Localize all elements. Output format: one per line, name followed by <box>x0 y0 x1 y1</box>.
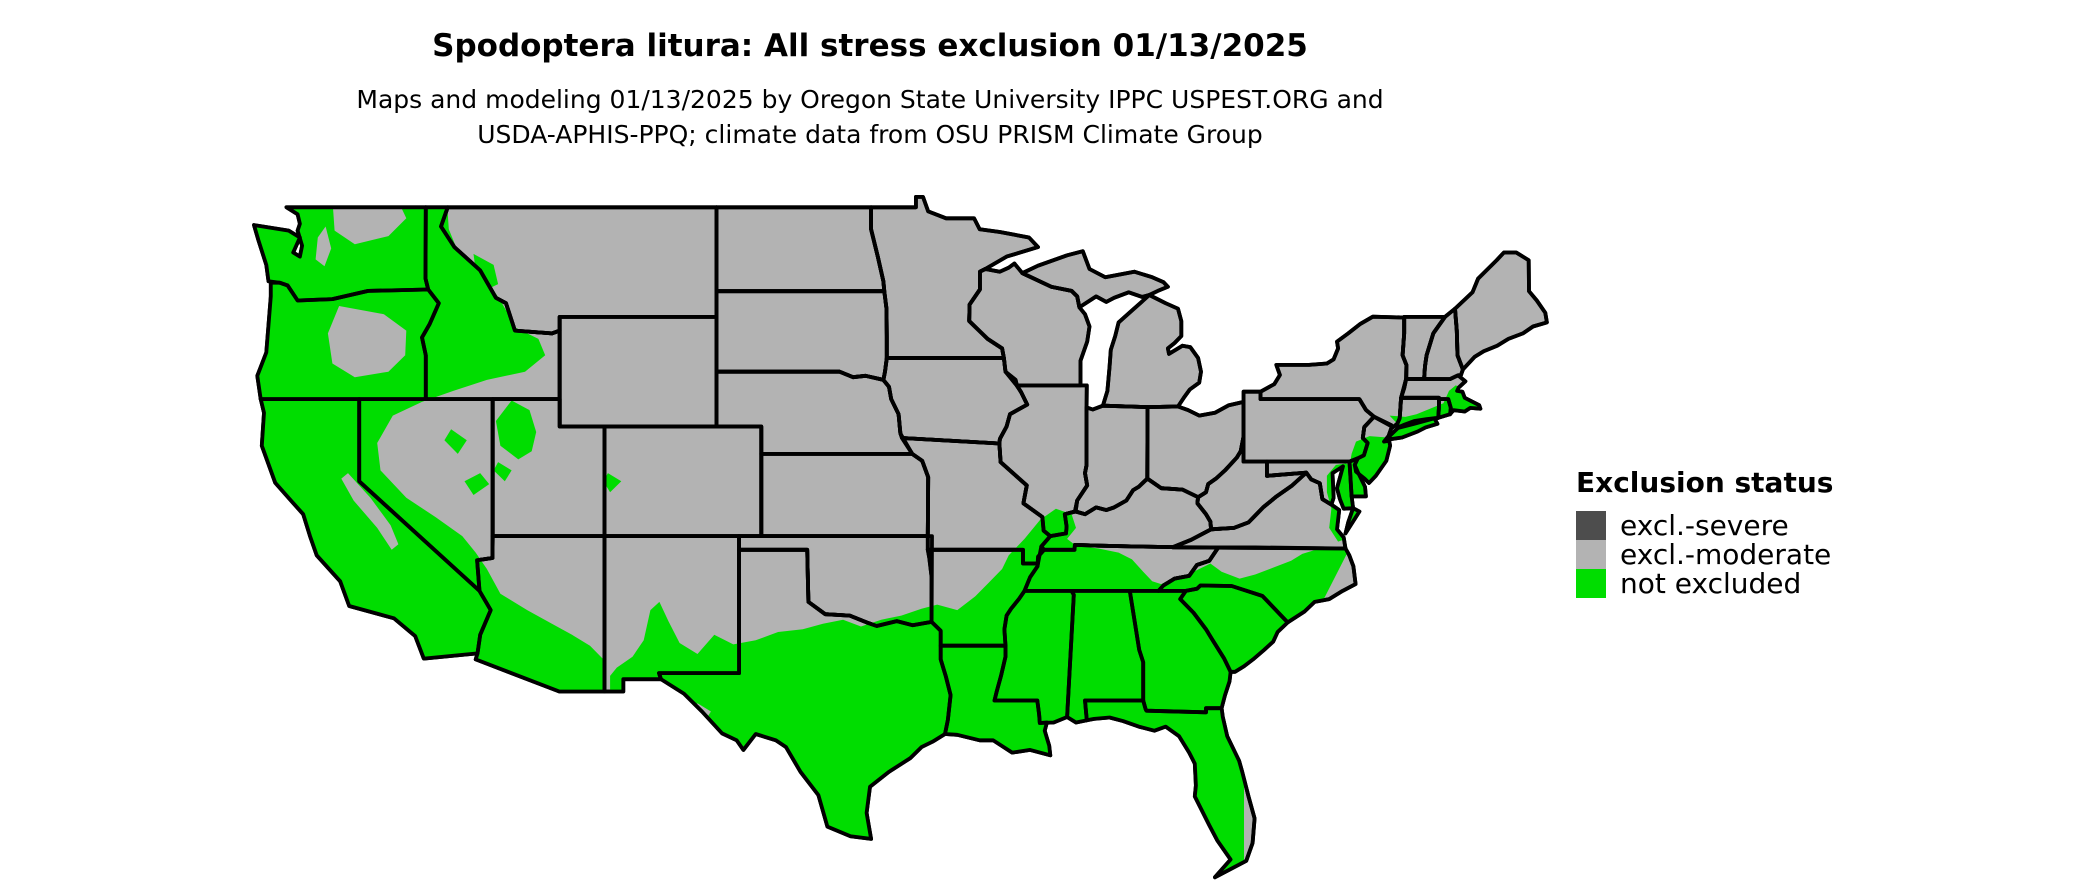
figure-subtitle: Maps and modeling 01/13/2025 by Oregon S… <box>170 82 1570 152</box>
state-border <box>1453 250 1549 372</box>
state-shape <box>714 205 887 294</box>
state-border <box>657 547 953 841</box>
state-shape <box>1101 293 1203 409</box>
state-border <box>1156 545 1358 625</box>
subtitle-line-1: Maps and modeling 01/13/2025 by Oregon S… <box>356 85 1384 114</box>
state-border <box>1352 414 1394 485</box>
not-excluded-region <box>473 253 499 290</box>
state-border <box>1083 698 1257 880</box>
state-border <box>1020 249 1170 310</box>
legend: Exclusion status excl.-severe excl.-mode… <box>1576 466 1833 598</box>
legend-item-label: not excluded <box>1620 567 1802 600</box>
state-shape <box>557 315 719 429</box>
not-excluded-region <box>603 473 622 493</box>
subtitle-line-2: USDA-APHIS-PPQ; climate data from OSU PR… <box>477 120 1263 149</box>
moderate-patch <box>332 199 407 245</box>
moderate-patch <box>315 226 332 267</box>
moderate-color-swatch <box>1576 540 1606 569</box>
legend-item-moderate: excl.-moderate <box>1576 540 1833 569</box>
state-border <box>1265 459 1355 511</box>
not-excluded-region <box>464 473 490 495</box>
severe-color-swatch <box>1576 511 1606 540</box>
not-excluded-color-swatch <box>1576 569 1606 598</box>
legend-title: Exclusion status <box>1576 466 1834 499</box>
not-excluded-region <box>493 462 512 482</box>
state-borders <box>252 195 1549 880</box>
state-shape <box>602 424 764 538</box>
state-border <box>1399 373 1483 417</box>
state-border <box>1343 506 1362 536</box>
legend-item-severe: excl.-severe <box>1576 511 1833 540</box>
legend-item-label: excl.-moderate <box>1620 538 1832 571</box>
state-border <box>1101 293 1203 409</box>
figure-title: Spodoptera litura: All stress exclusion … <box>432 28 1308 64</box>
not-excluded-region <box>1387 385 1484 441</box>
not-excluded-region <box>495 400 537 460</box>
state-shape <box>1453 250 1549 372</box>
legend-item-not-excluded: not excluded <box>1576 569 1833 598</box>
state-shape <box>714 289 889 382</box>
moderate-patch <box>341 473 399 550</box>
moderate-patch <box>327 306 407 378</box>
legend-item-label: excl.-severe <box>1620 509 1789 542</box>
state-shape <box>759 452 931 538</box>
not-excluded-region <box>444 429 467 454</box>
